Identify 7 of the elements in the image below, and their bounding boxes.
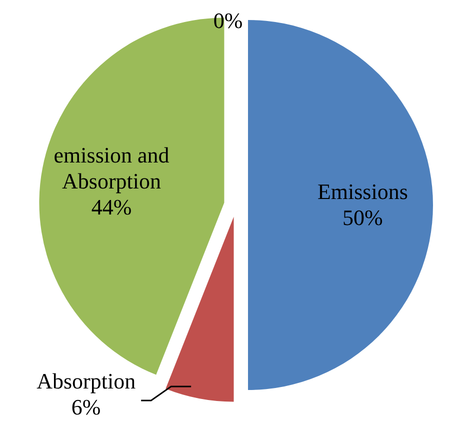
slice-label: Absorption: [36, 368, 136, 394]
data-label: 50%: [342, 205, 383, 230]
slice-label: emission and Absorption: [54, 142, 170, 194]
data-label: 6%: [71, 394, 101, 420]
data-label: 44%: [91, 194, 132, 220]
slice-label: Emissions: [317, 179, 408, 204]
text: 0%: [213, 8, 243, 33]
